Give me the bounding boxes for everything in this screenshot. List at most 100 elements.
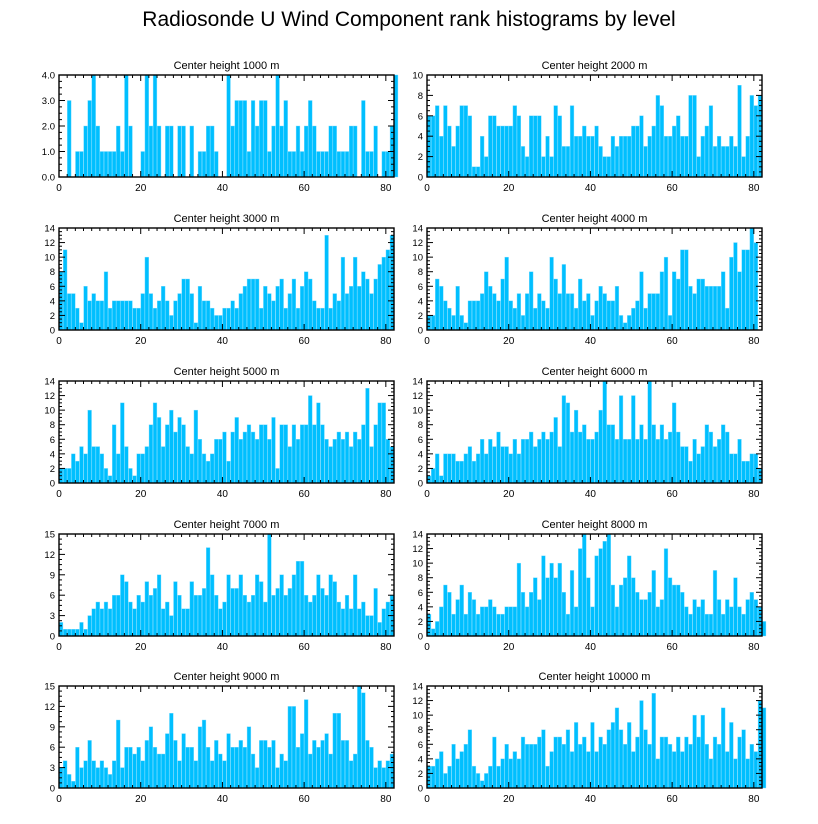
histogram-bar [745, 599, 750, 637]
histogram-bar [291, 424, 297, 484]
histogram-bar [443, 453, 448, 484]
x-tick-label: 60 [299, 183, 311, 194]
histogram-bar [263, 100, 268, 178]
histogram-bar [618, 395, 624, 484]
histogram-bar [651, 293, 656, 331]
histogram-bar [87, 740, 92, 789]
histogram-bar [439, 606, 444, 637]
histogram-bar [435, 453, 440, 484]
histogram-bar [87, 100, 92, 178]
histogram-bar [680, 446, 685, 484]
x-tick-label: 20 [503, 489, 515, 500]
histogram-bar [455, 125, 460, 178]
histogram-bar [443, 105, 448, 178]
histogram-bar [226, 574, 231, 637]
histogram-bar [647, 380, 652, 484]
histogram-bar [717, 439, 722, 484]
histogram-bar [83, 125, 88, 178]
histogram-bar [537, 115, 542, 178]
histogram-bar [369, 747, 374, 789]
histogram-bar [492, 115, 497, 178]
histogram-bar [165, 733, 170, 789]
histogram-bar [512, 439, 517, 484]
histogram-bar [598, 736, 603, 789]
histogram-bar [663, 548, 669, 637]
histogram-bar [373, 424, 378, 484]
histogram-bar [598, 409, 603, 484]
histogram-bar [271, 595, 276, 637]
histogram-bar [431, 468, 436, 484]
histogram-bar [455, 599, 460, 637]
x-tick-label: 40 [217, 642, 229, 653]
histogram-bar [161, 608, 166, 637]
y-tick-label: 9 [50, 722, 55, 733]
histogram-bar [234, 307, 239, 331]
histogram-bar [120, 574, 125, 637]
histogram-bar [635, 592, 640, 637]
histogram-bar [631, 307, 636, 331]
histogram-bar [287, 151, 292, 178]
histogram-bar [700, 278, 705, 331]
histogram-bar [484, 606, 489, 637]
histogram-bar [512, 307, 517, 331]
histogram-bar [708, 613, 714, 637]
histogram-bar [480, 439, 485, 484]
histogram-bar [214, 740, 219, 789]
x-tick-label: 0 [424, 794, 430, 805]
histogram-bar [116, 453, 121, 484]
histogram-bar [99, 300, 104, 331]
histogram-bar [529, 431, 534, 484]
histogram-bar [210, 307, 215, 331]
histogram-bar [500, 613, 505, 637]
histogram-bar [700, 714, 705, 789]
histogram-bar [377, 402, 382, 484]
histogram-bar [177, 417, 182, 484]
x-tick-label: 0 [424, 489, 430, 500]
histogram-bar [508, 453, 513, 484]
panel-title: Center height 10000 m [539, 671, 651, 683]
histogram-bar [75, 629, 80, 637]
histogram-bar [291, 151, 297, 178]
histogram-bar [299, 286, 305, 331]
histogram-bar [369, 293, 374, 331]
histogram-bar [431, 628, 436, 637]
histogram-bar [185, 747, 190, 789]
histogram-bar [549, 156, 554, 178]
histogram-bar [275, 767, 280, 789]
histogram-bar [586, 293, 591, 331]
histogram-bar [500, 758, 505, 789]
histogram-bar [83, 286, 88, 331]
histogram-bar [606, 729, 611, 789]
x-tick-label: 20 [135, 336, 147, 347]
histogram-bar [524, 156, 530, 178]
histogram-bar [480, 606, 485, 637]
histogram-bar [455, 460, 460, 484]
x-tick-label: 40 [217, 794, 229, 805]
histogram-bar [447, 592, 452, 637]
histogram-bar [385, 249, 390, 331]
histogram-bar [749, 95, 754, 178]
histogram-bar [496, 300, 501, 331]
histogram-bar [553, 736, 558, 789]
y-tick-label: 3 [50, 763, 55, 774]
x-tick-label: 60 [299, 642, 311, 653]
histogram-bar [684, 736, 689, 789]
y-tick-label: 8 [50, 267, 55, 278]
histogram-bar [263, 424, 268, 484]
y-tick-label: 2.0 [42, 122, 55, 133]
histogram-bar [725, 146, 730, 178]
histogram-bar [124, 300, 129, 331]
histogram-bar [299, 733, 305, 789]
histogram-bar [745, 135, 750, 178]
histogram-bar [574, 135, 579, 178]
histogram-bar [385, 439, 390, 484]
histogram-bar [655, 95, 660, 178]
histogram-bar [655, 439, 660, 484]
histogram-bar [148, 125, 154, 178]
histogram-bar [214, 439, 219, 484]
x-tick-label: 80 [380, 489, 392, 500]
histogram-bar [504, 256, 509, 331]
y-tick-label: 6 [418, 111, 423, 122]
histogram-bar [279, 753, 284, 789]
y-tick-label: 15 [44, 682, 55, 693]
